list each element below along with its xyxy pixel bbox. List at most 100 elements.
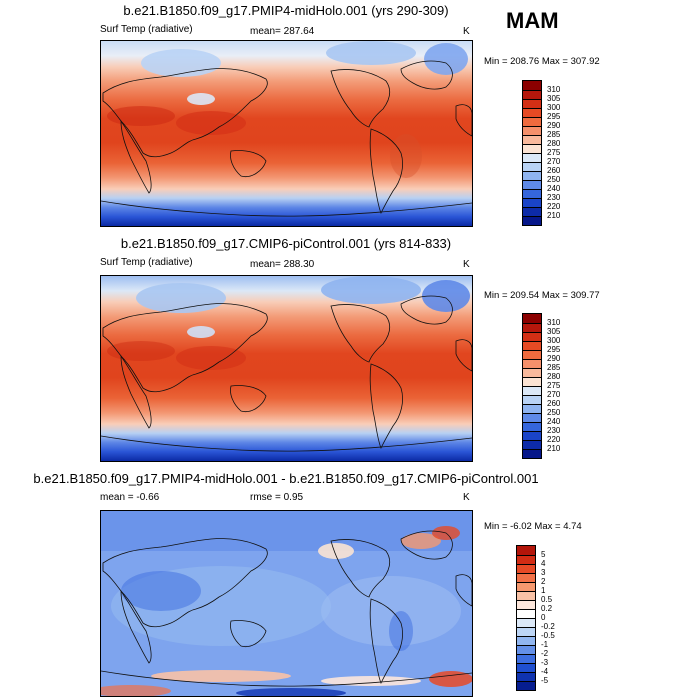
colorbar-tick-label: 275	[547, 148, 561, 157]
panel3-title: b.e21.B1850.f09_g17.PMIP4-midHolo.001 - …	[33, 471, 539, 486]
colorbar-swatch	[517, 582, 535, 591]
colorbar-tick-label: 300	[547, 103, 561, 112]
colorbar-swatch	[523, 81, 541, 90]
colorbar-swatch	[523, 126, 541, 135]
colorbar-swatch	[523, 117, 541, 126]
panel2-map-svg	[101, 276, 472, 461]
colorbar-swatch	[523, 198, 541, 207]
colorbar-tick-label: 300	[547, 336, 561, 345]
colorbar-swatch	[523, 350, 541, 359]
colorbar-swatch	[523, 180, 541, 189]
colorbar-tick-label: 210	[547, 211, 561, 220]
colorbar-tick-label: 250	[547, 175, 561, 184]
panel3-minmax: Min = -6.02 Max = 4.74	[484, 521, 582, 532]
panel1-mean-label: mean= 287.64	[250, 26, 315, 37]
colorbar-tick-label: -5	[541, 676, 549, 685]
colorbar-tick-label: 305	[547, 327, 561, 336]
colorbar-swatch	[517, 663, 535, 672]
colorbar-swatch	[523, 359, 541, 368]
colorbar-tick-label: -0.2	[541, 622, 555, 631]
panel1-map	[100, 40, 473, 227]
panel2-variable-label: Surf Temp (radiative)	[100, 257, 193, 268]
colorbar-tick-label: 230	[547, 426, 561, 435]
colorbar-swatch	[523, 386, 541, 395]
colorbar-swatch	[523, 135, 541, 144]
colorbar-tick-label: 240	[547, 417, 561, 426]
colorbar-swatch	[517, 654, 535, 663]
colorbar-tick-label: 260	[547, 399, 561, 408]
panel1-map-svg	[101, 41, 472, 226]
colorbar-swatch	[523, 404, 541, 413]
colorbar-swatch	[523, 144, 541, 153]
colorbar-swatch	[523, 207, 541, 216]
panel2-colorbar: 310 305 300 295 290 285 280 275 270 260 250 240 230 2…	[522, 313, 560, 459]
panel2-title: b.e21.B1850.f09_g17.CMIP6-piControl.001 …	[120, 236, 452, 251]
colorbar-swatch	[523, 422, 541, 431]
colorbar-tick-label: -3	[541, 658, 549, 667]
colorbar-tick-label: -2	[541, 649, 549, 658]
colorbar-swatch	[523, 413, 541, 422]
colorbar-swatch	[517, 681, 535, 690]
colorbar-tick-label: 295	[547, 345, 561, 354]
colorbar-tick-label: -1	[541, 640, 549, 649]
colorbar-swatch	[523, 395, 541, 404]
colorbar-tick-label: 310	[547, 85, 561, 94]
colorbar-swatch	[517, 672, 535, 681]
colorbar-swatch	[523, 440, 541, 449]
colorbar-swatch	[523, 314, 541, 323]
colorbar-swatch	[523, 99, 541, 108]
colorbar-tick-label: 4	[541, 559, 546, 568]
panel3-map-svg	[101, 511, 472, 696]
colorbar-tick-label: 275	[547, 381, 561, 390]
colorbar-swatch	[523, 341, 541, 350]
colorbar-tick-label: 0.2	[541, 604, 553, 613]
panel3-rmse-label: rmse = 0.95	[250, 492, 304, 503]
panel3-mean-label: mean = -0.66	[100, 492, 160, 503]
colorbar-tick-label: 220	[547, 202, 561, 211]
panel3-units: K	[463, 492, 470, 503]
panel1-units: K	[463, 26, 470, 37]
panel2-mean-label: mean= 288.30	[250, 259, 315, 270]
colorbar-tick-label: 280	[547, 139, 561, 148]
colorbar-swatch	[517, 636, 535, 645]
colorbar-swatch	[523, 171, 541, 180]
colorbar-tick-label: 310	[547, 318, 561, 327]
colorbar-tick-label: 250	[547, 408, 561, 417]
colorbar-tick-label: 280	[547, 372, 561, 381]
colorbar-swatch	[523, 162, 541, 171]
colorbar-tick-label: 305	[547, 94, 561, 103]
colorbar-tick-label: 1	[541, 586, 546, 595]
colorbar-tick-label: -0.5	[541, 631, 555, 640]
colorbar-tick-label: 290	[547, 121, 561, 130]
colorbar-tick-label: 0.5	[541, 595, 553, 604]
colorbar-tick-label: 270	[547, 157, 561, 166]
colorbar-tick-label: 0	[541, 613, 546, 622]
colorbar-swatch	[517, 564, 535, 573]
colorbar-swatch	[523, 153, 541, 162]
colorbar-swatch	[523, 216, 541, 225]
colorbar-swatch	[523, 368, 541, 377]
panel1-minmax: Min = 208.76 Max = 307.92	[484, 56, 600, 67]
colorbar-swatch	[523, 90, 541, 99]
colorbar-tick-label: 5	[541, 550, 546, 559]
colorbar-swatch	[517, 591, 535, 600]
panel1-title: b.e21.B1850.f09_g17.PMIP4-midHolo.001 (y…	[123, 3, 449, 18]
colorbar-swatch	[517, 573, 535, 582]
colorbar-swatch	[517, 645, 535, 654]
colorbar-tick-label: 230	[547, 193, 561, 202]
panel2-units: K	[463, 259, 470, 270]
colorbar-tick-label: 270	[547, 390, 561, 399]
colorbar-swatch	[517, 546, 535, 555]
colorbar-swatch	[523, 323, 541, 332]
panel3-map	[100, 510, 473, 697]
colorbar-tick-label: 210	[547, 444, 561, 453]
colorbar-tick-label: 285	[547, 363, 561, 372]
colorbar-swatch	[517, 600, 535, 609]
colorbar-tick-label: 295	[547, 112, 561, 121]
panel2-minmax: Min = 209.54 Max = 309.77	[484, 290, 600, 301]
panel1-colorbar: 310 305 300 295 290 285 280 275 270 260 250 240 230 2…	[522, 80, 560, 226]
colorbar-swatch	[523, 108, 541, 117]
colorbar-tick-label: -4	[541, 667, 549, 676]
colorbar-tick-label: 3	[541, 568, 546, 577]
colorbar-swatch	[523, 189, 541, 198]
